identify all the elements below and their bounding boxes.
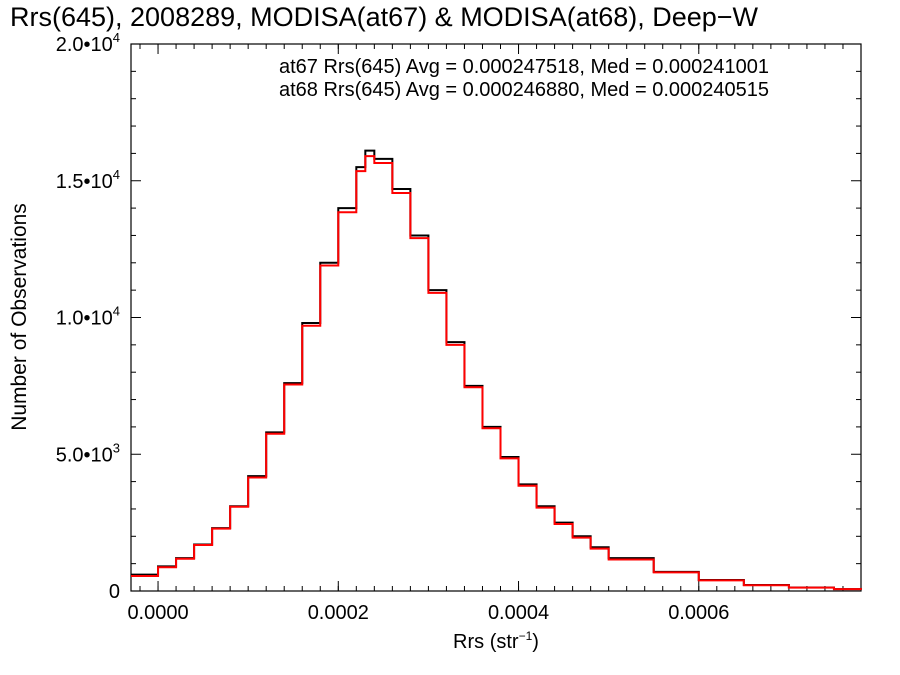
x-tick-label: 0.0006 <box>668 602 729 624</box>
y-tick-mantissa: 2.0•10 <box>56 34 113 56</box>
x-tick-label: 0.0004 <box>488 602 549 624</box>
x-tick-label: 0.0000 <box>127 602 188 624</box>
y-tick-label: 1.0•104 <box>56 304 120 330</box>
y-tick-label: 5.0•103 <box>56 440 120 466</box>
chart-title: Rrs(645), 2008289, MODISA(at67) & MODISA… <box>10 2 759 32</box>
x-axis: 0.0000 0.0002 0.0004 0.0006 <box>127 44 844 624</box>
y-tick-exponent: 4 <box>113 30 120 45</box>
plot-frame <box>130 43 862 592</box>
y-tick-label: 2.0•104 <box>56 30 120 56</box>
y-tick-exponent: 4 <box>113 304 120 319</box>
series-group <box>131 149 862 591</box>
y-tick-label: 1.5•104 <box>56 167 120 193</box>
y-axis-label: Number of Observations <box>8 203 31 431</box>
series-line-2 <box>131 155 862 591</box>
x-axis-label-main: Rrs (str <box>453 631 519 653</box>
y-tick-mantissa: 1.5•10 <box>56 171 113 193</box>
y-tick-mantissa: 1.0•10 <box>56 308 113 330</box>
y-tick-label: 0 <box>109 581 120 603</box>
x-axis-label-end: ) <box>532 631 539 653</box>
stats-annotation-2: at68 Rrs(645) Avg = 0.000246880, Med = 0… <box>279 79 769 101</box>
stats-annotation-1: at67 Rrs(645) Avg = 0.000247518, Med = 0… <box>279 56 769 78</box>
y-tick-exponent: 3 <box>113 440 120 455</box>
y-tick-mantissa: 5.0•10 <box>56 444 113 466</box>
x-axis-label-exponent: −1 <box>519 629 533 643</box>
x-tick-label: 0.0002 <box>308 602 369 624</box>
series-line-1 <box>131 149 862 591</box>
stats-annotations: at67 Rrs(645) Avg = 0.000247518, Med = 0… <box>279 56 769 101</box>
y-tick-exponent: 4 <box>113 167 120 182</box>
x-axis-label: Rrs (str−1) <box>453 629 539 653</box>
y-tick-mantissa: 0 <box>109 581 120 603</box>
